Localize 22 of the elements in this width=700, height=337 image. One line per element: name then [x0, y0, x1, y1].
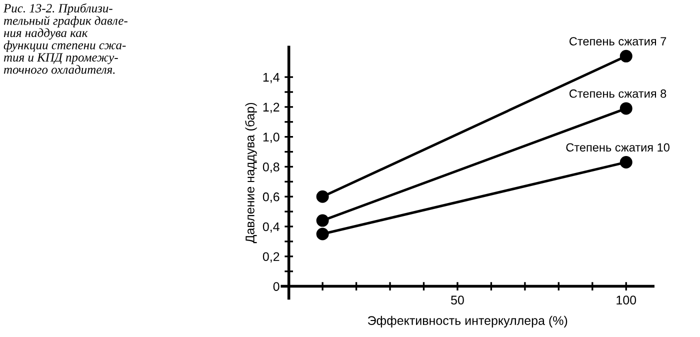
- series-label: Степень сжатия 7: [570, 37, 666, 46]
- y-tick-label: 0: [273, 282, 280, 291]
- point: [316, 228, 329, 240]
- y-tick-label: 0,8: [262, 162, 280, 173]
- y-tick-label: 0,4: [262, 222, 280, 233]
- x-tick-label: 50: [451, 296, 464, 304]
- x-axis-title: Эффективность интеркуллера (%): [368, 316, 568, 328]
- series-label: Степень сжатия 10: [566, 143, 670, 152]
- point: [316, 214, 329, 227]
- point: [620, 50, 632, 62]
- y-tick-label: 1,2: [263, 102, 280, 114]
- text: Рис. 13-2. Приблизи- тельный график давле- ния наддува как функции степени сжа- тия и КПД промежу- точного охладителя.: [3, 3, 128, 74]
- y-tick-label: 0,2: [262, 252, 280, 263]
- point: [620, 156, 632, 168]
- point: [620, 102, 632, 115]
- y-tick-label: 1,0: [263, 132, 280, 143]
- y-axis-title: Давление наддува (бар): [245, 102, 257, 244]
- point: [316, 190, 329, 203]
- y-tick-label: 1,4: [263, 73, 280, 84]
- y-tick-label: 0,6: [262, 192, 280, 203]
- x-tick-label: 100: [616, 296, 636, 304]
- series-label: Степень сжатия 8: [570, 89, 666, 98]
